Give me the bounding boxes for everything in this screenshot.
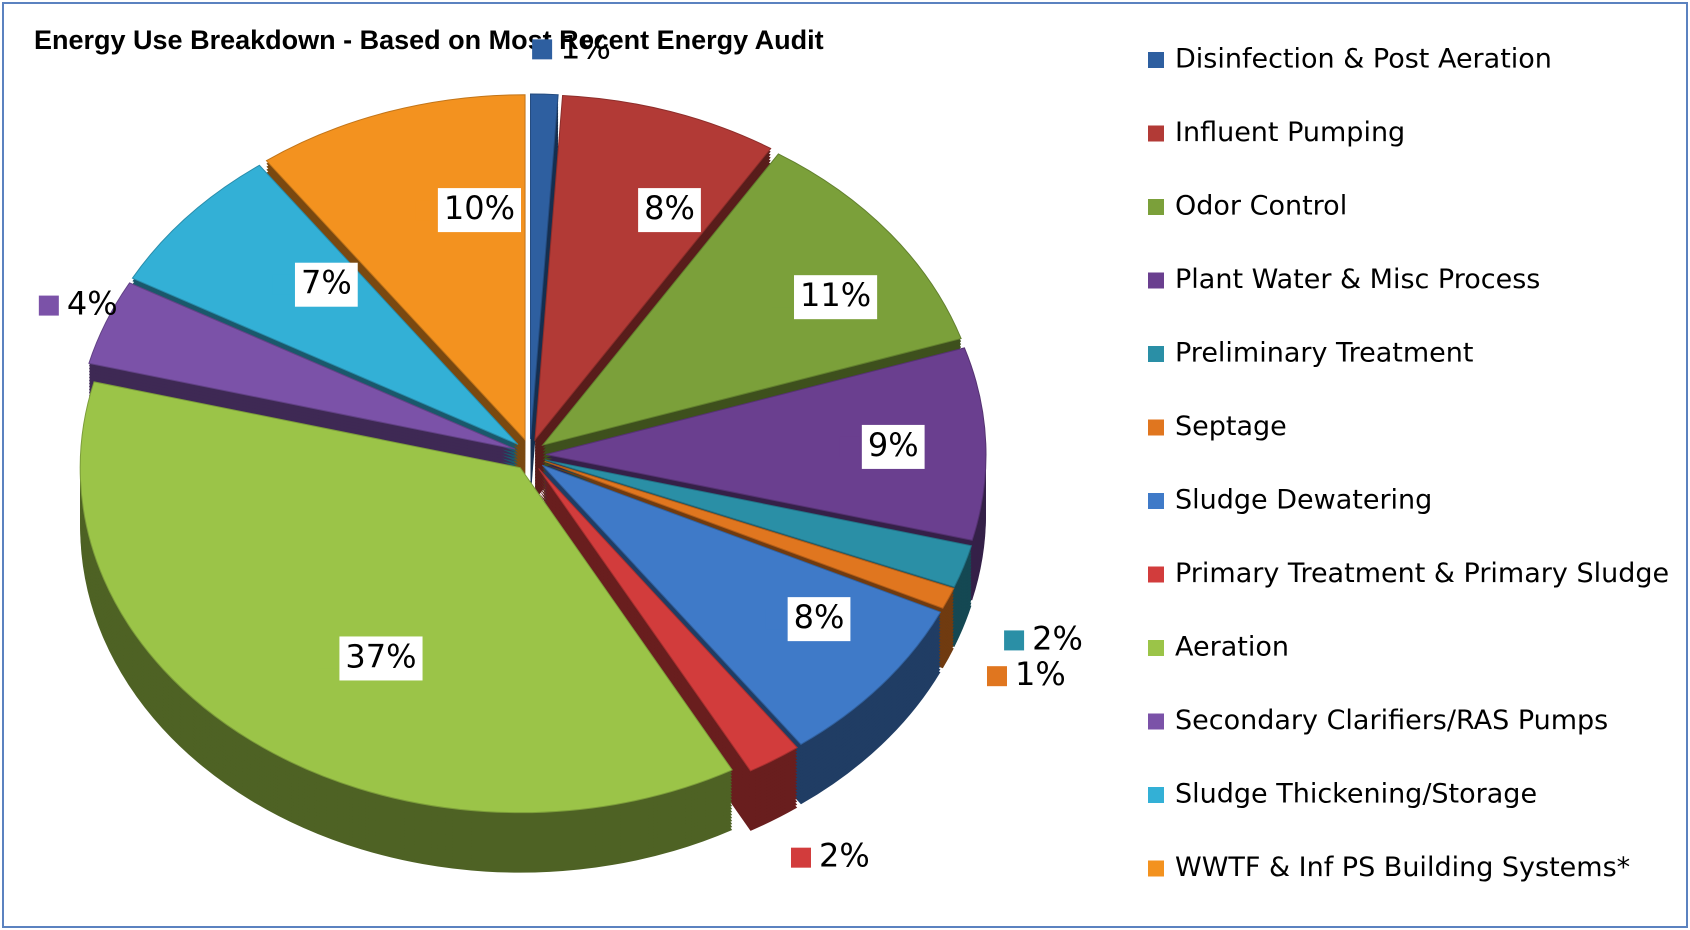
data-label-key [790,847,811,868]
legend-swatch [1148,566,1164,583]
legend-swatch [1148,713,1164,730]
data-label: 1% [1015,655,1066,693]
legend-swatch [1148,272,1164,289]
data-label-key [772,287,793,308]
data-label-key [839,436,860,457]
pie-slice [541,464,942,745]
data-label-key [765,609,786,630]
data-label: 4% [67,285,118,323]
data-label: 8% [644,189,695,227]
data-label: 1% [560,28,611,66]
pie-slice [541,153,962,447]
pie-slice [545,347,987,541]
data-label: 37% [345,637,416,675]
chart-title: Energy Use Breakdown - Based on Most Rec… [34,25,824,55]
data-label-key [1004,630,1025,651]
data-label: 10% [444,189,515,227]
data-label-key [415,200,436,221]
pie-slice [530,93,559,440]
legend-label: Sludge Dewatering [1175,485,1432,516]
legend-label: Plant Water & Misc Process [1175,264,1540,295]
legend-label: WWTF & Inf PS Building Systems* [1175,852,1630,883]
legend-swatch [1148,52,1164,68]
data-label-bg [294,262,358,307]
legend-swatch [1148,860,1164,877]
data-label-bg [339,636,423,681]
data-label-key [38,295,59,316]
legend-label: Odor Control [1175,191,1347,222]
data-label: 7% [301,264,352,302]
legend-swatch [1148,787,1164,803]
legend-label: Disinfection & Post Aeration [1175,44,1552,75]
legend-swatch [1148,125,1164,142]
data-label: 8% [794,598,845,636]
pie-slice [538,468,798,772]
legend-swatch [1148,493,1164,509]
legend-label: Aeration [1175,632,1289,663]
data-label-key [616,200,637,221]
legend-label: Secondary Clarifiers/RAS Pumps [1175,705,1608,736]
data-label-bg [861,424,925,469]
pie-slice [265,94,526,442]
data-label-key [532,39,553,60]
legend-swatch [1148,346,1164,362]
pie-slice [79,381,733,814]
data-label-key [272,274,293,295]
data-label-bg [794,275,878,320]
data-label-bg [638,188,701,233]
legend-swatch [1148,640,1164,656]
legend-label: Septage [1175,411,1287,442]
data-label-key [986,666,1007,687]
data-label-bg [787,597,851,642]
legend-swatch [1148,419,1164,436]
legend-label: Primary Treatment & Primary Sludge [1175,558,1669,589]
legend-label: Sludge Thickening/Storage [1175,779,1537,810]
legend-label: Influent Pumping [1175,117,1405,148]
legend-swatch [1148,199,1164,215]
pie-slice [534,94,772,442]
data-label: 11% [800,276,871,314]
legend-label: Preliminary Treatment [1175,338,1473,369]
data-label: 9% [868,426,919,464]
data-label: 2% [819,837,870,875]
data-label-key [317,648,338,669]
data-label-bg [437,188,522,233]
pie-slice [545,459,973,588]
data-label: 2% [1032,619,1083,657]
pie-slice [88,282,516,450]
pie-slice [544,460,955,609]
